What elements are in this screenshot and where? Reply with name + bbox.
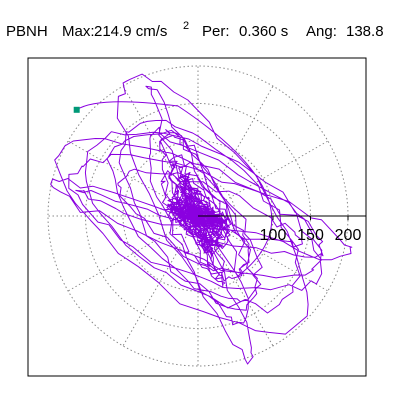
station-code: PBNH [6,23,48,40]
radial-tick-label: 150 [297,227,324,244]
period-value: 0.360 s [239,23,288,40]
max-value: 214.9 cm/s [94,23,167,40]
marker-layer [73,106,80,113]
radial-tick-label: 100 [260,227,287,244]
grid-spoke [122,215,199,347]
angle-label: Ang: [306,23,337,40]
radial-axis: 100 150 200 [198,215,366,244]
angle-value: 138.8 [346,23,384,40]
radial-tick-label: 200 [335,227,362,244]
plot-frame [27,57,367,377]
particle-motion-trace [50,73,353,365]
max-amplitude-marker [73,106,80,113]
max-unit-exponent: 2 [183,20,189,32]
plot-header: PBNH Max: 214.9 cm/s 2 Per: 0.360 s Ang:… [6,20,384,40]
max-label: Max: [62,23,95,40]
trace-path [50,73,353,365]
period-label: Per: [202,23,230,40]
grid-spoke [67,215,199,292]
